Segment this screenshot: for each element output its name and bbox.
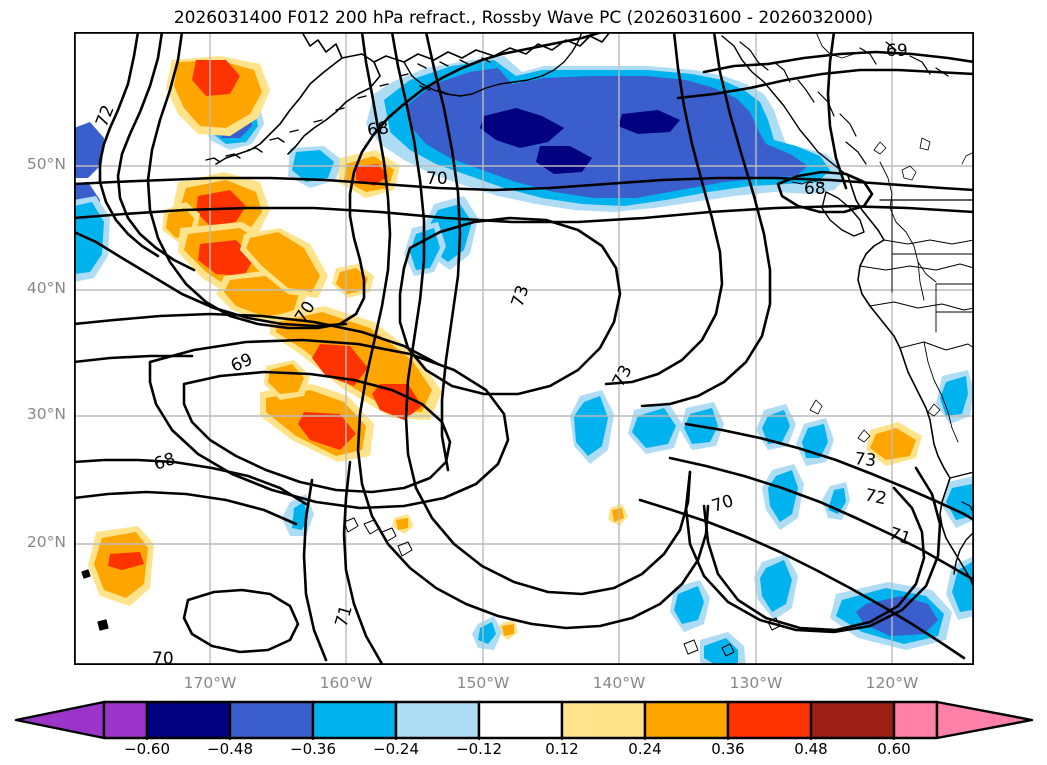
shade-redorange	[108, 552, 144, 570]
refractive-index-contours	[74, 32, 974, 665]
colorbar-cell-3	[311, 700, 398, 740]
shade-redorange	[372, 384, 422, 420]
xtick-label: 150°W	[456, 674, 510, 692]
colorbar-tick-label: 0.36	[711, 740, 745, 758]
colorbar-extend-min	[14, 700, 106, 740]
shade-orange	[246, 232, 320, 292]
xtick-label: 130°W	[729, 674, 783, 692]
shade-navy	[536, 146, 592, 174]
colorbar-cell-8	[726, 700, 813, 740]
ytick-label: 20°N	[26, 533, 66, 551]
colorbar: −0.60 −0.48 −0.36 −0.24 −0.12 0.12 0.24 …	[14, 700, 1034, 760]
ytick-label: 40°N	[26, 279, 66, 297]
colorbar-cell-9	[809, 700, 896, 740]
colorbar-tick-label: 0.24	[628, 740, 662, 758]
shade-redorange	[356, 164, 388, 186]
colorbar-cell-4	[394, 700, 481, 740]
shade-redorange	[198, 240, 254, 276]
shade-orange	[870, 428, 916, 460]
svg-text:69: 69	[886, 41, 908, 61]
colorbar-cell-2	[228, 700, 315, 740]
colorbar-cell-10	[892, 700, 939, 740]
shade-redorange	[192, 60, 240, 96]
shade-orange	[612, 508, 624, 522]
svg-text:70: 70	[426, 169, 448, 189]
shade-navy	[618, 110, 680, 134]
ytick-label: 30°N	[26, 405, 66, 423]
colorbar-extend-max	[935, 700, 1034, 740]
svg-text:72: 72	[863, 485, 888, 509]
colorbar-tick-label: 0.60	[877, 740, 911, 758]
xtick-label: 160°W	[319, 674, 373, 692]
svg-text:73: 73	[853, 449, 877, 471]
page-title: 2026031400 F012 200 hPa refract., Rossby…	[173, 8, 874, 28]
colorbar-cell-1	[145, 700, 232, 740]
map-coastlines	[81, 32, 974, 657]
colorbar-tick-label: −0.12	[456, 740, 502, 758]
shade-orange	[336, 268, 368, 294]
colorbar-tick-label: 0.12	[545, 740, 579, 758]
colorbar-cell-7	[643, 700, 730, 740]
colorbar-cell-5	[477, 700, 564, 740]
colorbar-tick-label: −0.36	[290, 740, 336, 758]
xtick-label: 170°W	[183, 674, 237, 692]
colorbar-cell-6	[560, 700, 647, 740]
colorbar-tick-label: 0.48	[794, 740, 828, 758]
shade-orange	[396, 518, 408, 530]
svg-text:68: 68	[804, 179, 826, 199]
svg-text:68: 68	[366, 118, 390, 141]
colorbar-tick-label: −0.24	[373, 740, 419, 758]
shade-orange	[502, 624, 514, 636]
svg-text:70: 70	[152, 649, 174, 665]
map-plot-area: 72 68 70 69 68 73 73 70 69 68 73 72 71 7…	[74, 32, 974, 665]
colorbar-cell-0	[102, 700, 149, 740]
ytick-label: 50°N	[26, 155, 66, 173]
colorbar-tick-label: −0.60	[124, 740, 170, 758]
xtick-label: 140°W	[592, 674, 646, 692]
plot-frame	[74, 32, 974, 665]
xtick-label: 120°W	[865, 674, 919, 692]
colorbar-tick-label: −0.48	[207, 740, 253, 758]
shade-redorange	[298, 412, 356, 450]
shaded-anomaly-field	[74, 56, 974, 665]
shade-navy	[480, 108, 564, 148]
shade-royalblue	[74, 122, 104, 178]
